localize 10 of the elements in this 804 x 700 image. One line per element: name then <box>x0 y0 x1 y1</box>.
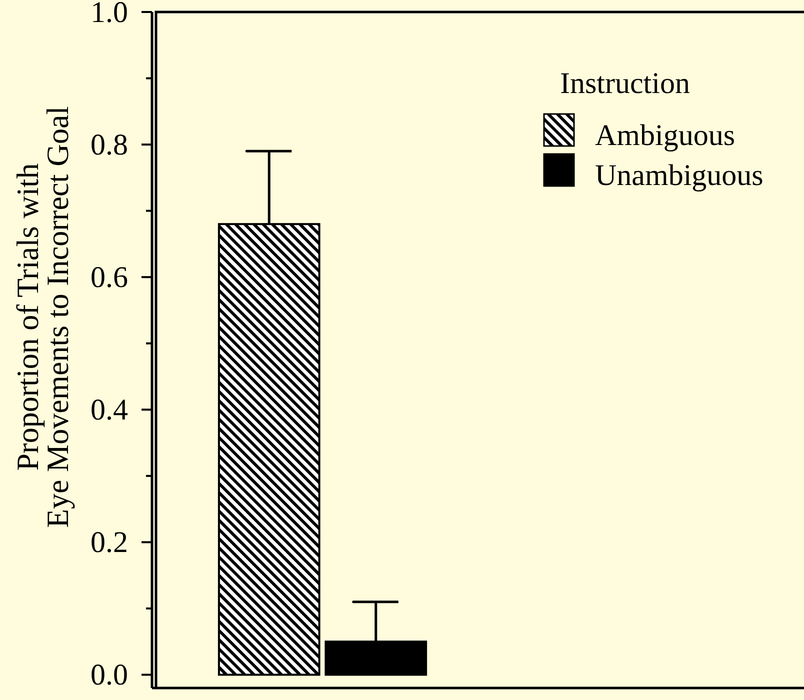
y-tick-label: 1.0 <box>90 0 128 28</box>
y-tick-label: 0.8 <box>90 128 128 162</box>
y-axis-title: Proportion of Trials with Eye Movements to Incorrect Goal <box>10 106 75 528</box>
legend-title: Instruction <box>560 67 690 100</box>
y-tick-label: 0.6 <box>90 260 128 294</box>
y-tick-label: 0.2 <box>90 526 128 559</box>
legend-label: Ambiguous <box>595 119 736 152</box>
legend-label: Unambiguous <box>595 159 764 192</box>
y-tick-label: 0.0 <box>90 658 128 692</box>
y-tick-label: 0.4 <box>90 393 128 426</box>
